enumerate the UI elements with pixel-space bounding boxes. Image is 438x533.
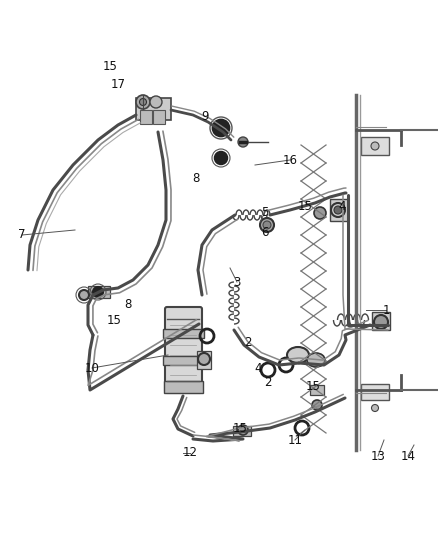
Bar xyxy=(163,356,204,365)
Circle shape xyxy=(213,120,229,136)
Text: 14: 14 xyxy=(400,449,416,463)
Text: 15: 15 xyxy=(102,61,117,74)
Circle shape xyxy=(215,152,227,164)
Circle shape xyxy=(139,99,146,106)
Bar xyxy=(361,137,389,155)
Bar xyxy=(372,312,390,330)
Circle shape xyxy=(79,290,89,300)
Text: 15: 15 xyxy=(306,381,321,393)
Text: 5: 5 xyxy=(261,206,268,219)
Bar xyxy=(197,351,211,369)
Text: 4: 4 xyxy=(254,361,262,375)
Bar xyxy=(88,286,110,298)
Circle shape xyxy=(93,287,103,297)
Circle shape xyxy=(136,95,150,109)
Circle shape xyxy=(150,96,162,108)
Bar xyxy=(233,426,251,436)
Text: 15: 15 xyxy=(106,313,121,327)
Text: 10: 10 xyxy=(85,361,99,375)
Circle shape xyxy=(371,405,378,411)
Bar xyxy=(164,381,203,393)
Text: 8: 8 xyxy=(192,172,200,184)
Text: 3: 3 xyxy=(233,276,241,288)
Text: 9: 9 xyxy=(201,110,209,124)
Circle shape xyxy=(238,137,248,147)
Circle shape xyxy=(263,221,271,229)
Circle shape xyxy=(374,315,388,329)
Text: 15: 15 xyxy=(233,422,247,434)
Text: 8: 8 xyxy=(124,298,132,311)
Circle shape xyxy=(260,218,274,232)
Text: 7: 7 xyxy=(18,229,26,241)
Circle shape xyxy=(334,206,342,214)
Bar xyxy=(136,98,171,120)
Text: 13: 13 xyxy=(371,449,385,463)
Bar xyxy=(310,385,324,395)
Circle shape xyxy=(238,425,248,435)
Text: 17: 17 xyxy=(110,77,126,91)
Text: 16: 16 xyxy=(283,154,297,166)
Text: 2: 2 xyxy=(244,335,252,349)
Text: 1: 1 xyxy=(382,303,390,317)
Circle shape xyxy=(198,353,210,365)
Circle shape xyxy=(314,207,326,219)
Circle shape xyxy=(371,142,379,150)
Bar xyxy=(330,199,348,221)
Bar xyxy=(153,110,165,124)
Text: 11: 11 xyxy=(287,433,303,447)
Ellipse shape xyxy=(287,347,309,363)
Circle shape xyxy=(312,400,322,410)
Bar xyxy=(140,110,152,124)
Bar xyxy=(163,329,204,338)
Text: 12: 12 xyxy=(183,447,198,459)
Bar xyxy=(361,384,389,400)
Text: 4: 4 xyxy=(338,199,346,213)
Text: 2: 2 xyxy=(264,376,272,390)
Ellipse shape xyxy=(307,353,325,367)
Text: 6: 6 xyxy=(261,225,269,238)
Text: 15: 15 xyxy=(297,200,312,214)
FancyBboxPatch shape xyxy=(165,307,202,393)
